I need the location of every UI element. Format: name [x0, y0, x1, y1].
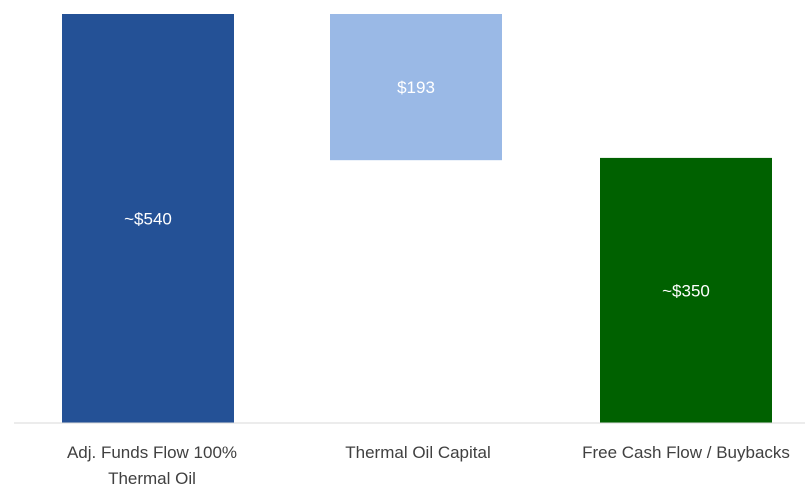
data-label-0: ~$540	[124, 210, 172, 229]
bar-2	[600, 157, 772, 423]
data-label-2: ~$350	[662, 281, 710, 300]
x-tick-label-adj-funds-flow: Adj. Funds Flow 100% Thermal Oil	[66, 443, 238, 488]
bar-1	[330, 14, 502, 161]
data-labels-group: ~$540 $193 ~$350	[124, 78, 710, 300]
x-tick-label-thermal-oil-capital: Thermal Oil Capital	[345, 443, 491, 462]
data-label-1: $193	[397, 78, 435, 97]
x-tick-label-free-cash-flow: Free Cash Flow / Buybacks	[582, 443, 790, 462]
bar-0	[62, 14, 234, 423]
bars-group	[62, 14, 772, 423]
